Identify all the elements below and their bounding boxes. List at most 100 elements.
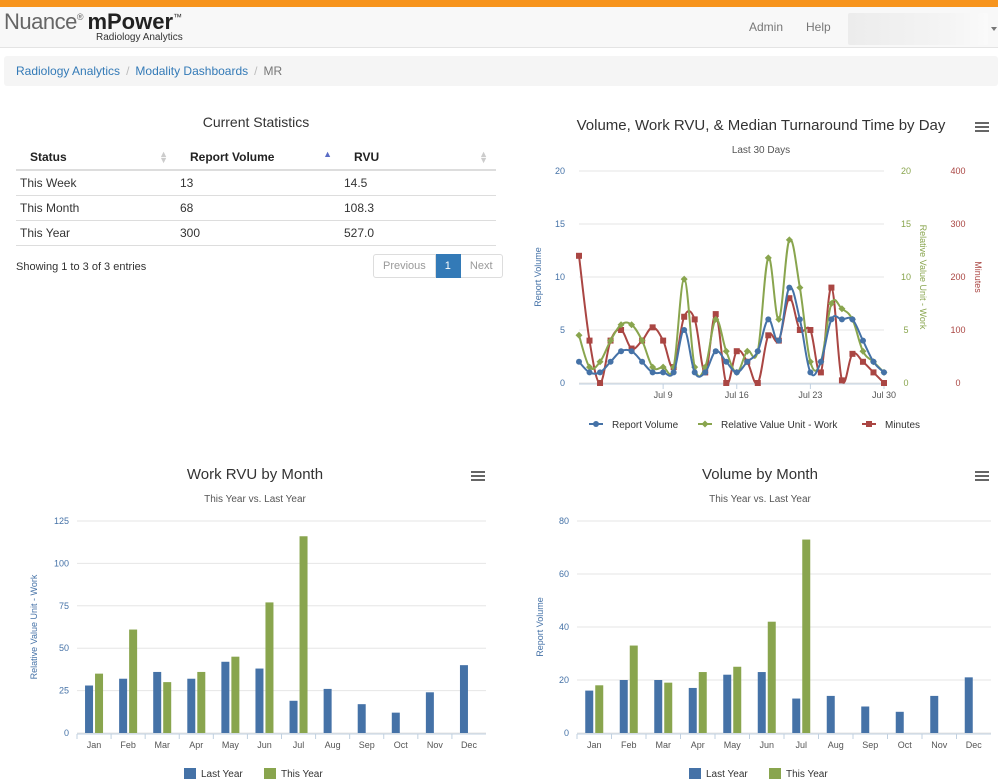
x-tick-label: Jul 30 [872,390,896,400]
y3-tick-label: 300 [950,219,965,229]
data-point [743,347,751,355]
sort-icon[interactable]: ▲ ▼ [479,149,488,165]
legend-label: Report Volume [612,420,679,431]
menu-icon[interactable] [972,467,992,483]
x-tick-label: Aug [325,740,341,750]
data-point [597,369,604,376]
data-point [586,369,593,376]
data-point [649,363,657,371]
table-cell: This Month [16,195,176,221]
nav-help-link[interactable]: Help [806,20,831,34]
data-point [702,369,709,376]
legend-item[interactable]: Last Year [184,768,243,780]
legend-item[interactable]: Minutes [862,420,920,431]
pagination-page-1[interactable]: 1 [435,254,461,278]
data-point [660,337,667,344]
data-point [607,337,615,345]
data-point [849,350,856,357]
brand-product: mPower [87,9,174,34]
legend-marker [701,420,709,428]
chevron-down-icon[interactable] [991,27,997,31]
bar-this-year [733,666,742,733]
brand-logo[interactable]: Nuance® mPower™ [4,9,182,35]
menu-icon-bar [975,122,989,124]
column-header-rvu[interactable]: RVU ▲ ▼ [340,144,496,171]
legend-item[interactable]: This Year [769,768,828,780]
data-point [638,337,646,345]
brand-registered-mark: ® [76,12,84,22]
menu-icon-hit[interactable] [468,467,488,483]
x-tick-label: Dec [966,740,983,750]
data-point [576,358,582,365]
bar-last-year [221,661,230,733]
sort-ascending-icon[interactable]: ▲ [323,149,332,159]
bar-this-year [802,539,811,733]
data-point [796,316,803,323]
legend-item[interactable]: Report Volume [589,420,679,431]
y-tick-label: 0 [564,728,569,738]
data-point [817,369,824,376]
x-tick-label: Jul 16 [725,390,749,400]
bar-last-year [654,680,663,733]
data-point [660,369,667,376]
table-info: Showing 1 to 3 of 3 entries [16,261,147,273]
bar-this-year [197,671,206,733]
table-cell: This Year [16,220,176,246]
user-menu[interactable] [848,13,988,45]
pagination-previous[interactable]: Previous [373,254,436,278]
x-tick-label: Oct [898,740,913,750]
legend-label: Last Year [201,769,243,780]
y-axis-label: Report Volume [533,247,543,307]
menu-icon-bar [975,130,989,132]
nav-admin-link[interactable]: Admin [749,20,784,34]
data-point [691,369,698,376]
legend-item[interactable]: Relative Value Unit - Work [698,420,838,431]
menu-icon-bar [471,479,485,481]
data-point [838,377,845,384]
table-row: This Week 13 14.5 [16,170,496,196]
sort-icon[interactable]: ▲ ▼ [159,149,168,165]
data-point [670,369,677,376]
data-point [775,315,783,323]
y3-tick-label: 400 [950,166,965,176]
pagination-next[interactable]: Next [460,254,503,278]
breadcrumb-modality-dashboards[interactable]: Modality Dashboards [135,64,249,78]
legend-item[interactable]: Last Year [689,768,748,780]
breadcrumb-separator: / [126,64,130,78]
bar-last-year [459,665,468,733]
stats-table: Status ▲ ▼ Report Volume ▲ RVU ▲ ▼ This Week … [16,144,496,246]
y3-tick-label: 100 [950,325,965,335]
x-tick-label: Jan [87,740,102,750]
data-point [765,332,772,339]
data-point [849,316,856,323]
legend-item[interactable]: This Year [264,768,323,780]
data-point [576,252,582,259]
breadcrumb-radiology-analytics[interactable]: Radiology Analytics [16,64,121,78]
data-point [744,358,751,365]
data-point [691,316,698,323]
column-header-status[interactable]: Status ▲ ▼ [16,144,176,171]
data-point [796,284,804,292]
x-tick-label: Jul 23 [798,390,822,400]
bar-this-year [163,682,172,733]
bar-last-year [964,677,973,733]
column-header-report-volume[interactable]: Report Volume ▲ [176,144,340,171]
menu-icon-hit[interactable] [972,118,992,134]
bar-last-year [930,695,939,733]
table-row: This Month 68 108.3 [16,195,496,221]
data-point [765,316,772,323]
menu-icon-hit[interactable] [972,467,992,483]
data-point [575,331,583,339]
table-row: This Year 300 527.0 [16,220,496,246]
data-point [796,327,803,333]
bar-this-year [129,629,138,733]
data-point [754,380,761,386]
x-tick-label: Aug [828,740,844,750]
data-point [775,337,782,344]
menu-icon[interactable] [468,467,488,483]
data-point [586,337,593,344]
bar-last-year [826,695,835,733]
data-point [859,337,866,344]
menu-icon[interactable] [972,118,992,134]
